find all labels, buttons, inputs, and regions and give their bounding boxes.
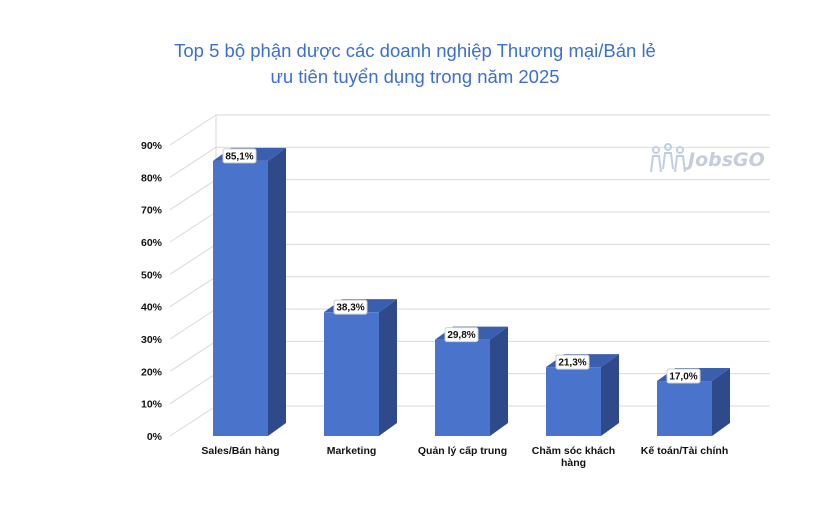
data-label: 17,0% bbox=[669, 372, 697, 383]
data-label-box bbox=[666, 368, 701, 384]
x-tick-label: Kế toán/Tài chính bbox=[641, 445, 729, 457]
bar-side bbox=[712, 368, 730, 436]
grid-diagonal bbox=[169, 114, 217, 146]
y-tick-label: 0% bbox=[147, 431, 163, 443]
chart-title-line-2: ưu tiên tuyển dụng trong năm 2025 bbox=[270, 66, 560, 87]
grid-diagonal bbox=[169, 373, 217, 405]
y-tick-label: 40% bbox=[141, 302, 163, 314]
bar-side bbox=[268, 147, 286, 437]
x-tick-label: Chăm sóc khách bbox=[532, 445, 615, 457]
x-tick-label: Sales/Bán hàng bbox=[201, 445, 279, 457]
bar-3 bbox=[435, 326, 508, 436]
bar-front bbox=[435, 339, 490, 436]
grid-diagonal bbox=[169, 405, 217, 437]
y-tick-label: 60% bbox=[141, 237, 163, 249]
bar-front bbox=[657, 381, 712, 436]
data-label: 29,8% bbox=[447, 330, 475, 341]
grid-diagonal bbox=[169, 243, 217, 275]
bar-2 bbox=[324, 299, 397, 436]
bar-1 bbox=[213, 147, 286, 437]
data-label-box bbox=[222, 148, 257, 164]
bar-side bbox=[379, 299, 397, 436]
grid-diagonal bbox=[169, 146, 217, 178]
x-tick-label: Quản lý cấp trung bbox=[418, 445, 507, 457]
grid-diagonal bbox=[169, 340, 217, 372]
grid-diagonal bbox=[169, 276, 217, 308]
grid-diagonal bbox=[169, 179, 217, 211]
chart-title-line-1: Top 5 bộ phận dược các doanh nghiệp Thươ… bbox=[174, 40, 656, 61]
data-label: 38,3% bbox=[336, 303, 364, 314]
chart-title: Top 5 bộ phận dược các doanh nghiệp Thươ… bbox=[0, 38, 830, 90]
people-icon bbox=[650, 143, 686, 173]
data-label-box bbox=[444, 327, 479, 343]
y-tick-label: 70% bbox=[141, 205, 163, 217]
x-tick-label: Marketing bbox=[327, 445, 377, 457]
data-label-box bbox=[555, 354, 590, 370]
bar-side bbox=[490, 326, 508, 436]
data-label: 21,3% bbox=[558, 358, 586, 369]
watermark-text: JobsGO bbox=[684, 149, 765, 171]
grid-diagonal bbox=[169, 211, 217, 243]
bar-side bbox=[601, 354, 619, 436]
watermark: JobsGO bbox=[650, 143, 765, 173]
y-tick-label: 20% bbox=[141, 366, 163, 378]
bar-front bbox=[546, 367, 601, 436]
bar-front bbox=[213, 160, 268, 437]
data-label: 85,1% bbox=[225, 151, 253, 162]
data-label-box bbox=[333, 299, 368, 315]
x-tick-label: hàng bbox=[561, 457, 586, 469]
grid-diagonal bbox=[169, 308, 217, 340]
y-tick-label: 80% bbox=[141, 172, 163, 184]
y-tick-label: 90% bbox=[141, 140, 163, 152]
y-tick-label: 50% bbox=[141, 269, 163, 281]
bar-front bbox=[324, 312, 379, 436]
y-tick-label: 30% bbox=[141, 334, 163, 346]
y-tick-label: 10% bbox=[141, 399, 163, 411]
